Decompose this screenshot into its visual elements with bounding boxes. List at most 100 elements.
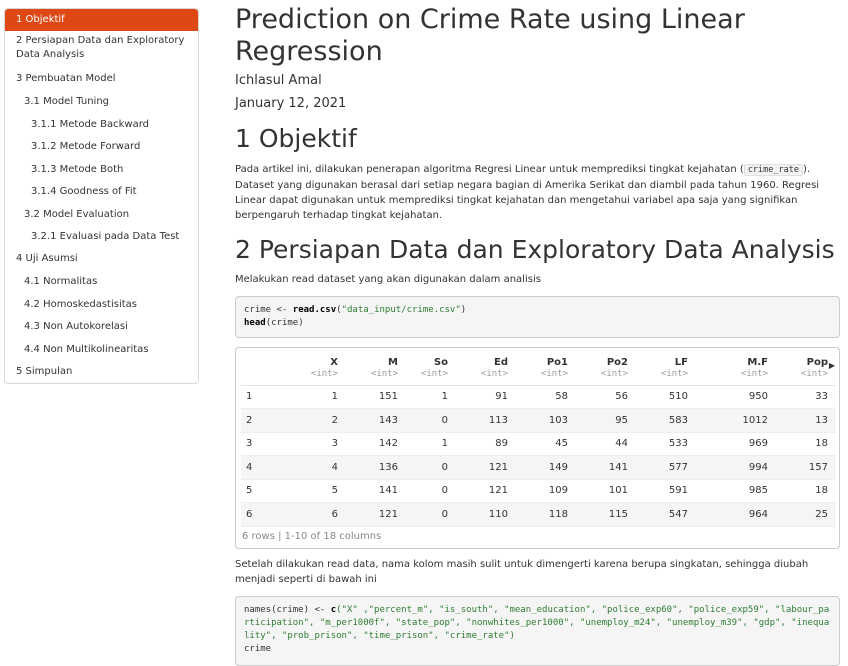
column-header: Po2 <int> xyxy=(576,351,636,386)
table-cell: 1 xyxy=(406,385,456,409)
toc-item[interactable]: 5 Simpulan xyxy=(16,366,73,377)
table-cell: 950 xyxy=(696,385,776,409)
table-cell: 25 xyxy=(776,502,836,527)
table-cell: 3 xyxy=(241,432,301,456)
author-name: Ichlasul Amal xyxy=(235,73,322,88)
table-cell: 5 xyxy=(241,479,301,503)
table-cell: 18 xyxy=(776,432,836,456)
toc-item[interactable]: 4.4 Non Multikolinearitas xyxy=(24,344,149,355)
table-cell: 985 xyxy=(696,479,776,503)
table-cell: 4 xyxy=(241,455,301,480)
table-cell: 118 xyxy=(516,502,576,527)
table-cell: 143 xyxy=(346,408,406,433)
table-cell: 1 xyxy=(406,432,456,456)
table-row: 4 4 136 0 121 149 141 577 994 157 xyxy=(241,455,836,480)
persiapan-intro-text: Melakukan read dataset yang akan digunak… xyxy=(235,274,541,285)
table-cell: 157 xyxy=(776,455,836,480)
column-header: LF <int> xyxy=(636,351,696,386)
table-cell: 89 xyxy=(456,432,516,456)
table-cell: 1 xyxy=(241,385,301,409)
objektif-paragraph: Pada artikel ini, dilakukan penerapan al… xyxy=(235,164,820,221)
toc-item[interactable]: 4 Uji Asumsi xyxy=(16,253,78,264)
table-row: 1 1 151 1 91 58 56 510 950 33 xyxy=(241,385,836,409)
table-cell: 591 xyxy=(636,479,696,503)
table-cell: 136 xyxy=(346,455,406,480)
next-columns-arrow-icon[interactable]: ▶ xyxy=(828,361,835,370)
table-row: 5 5 141 0 121 109 101 591 985 18 xyxy=(241,479,836,503)
table-cell: 103 xyxy=(516,408,576,433)
table-cell: 2 xyxy=(241,408,301,433)
table-cell: 4 xyxy=(301,455,346,480)
table-cell: 56 xyxy=(576,385,636,409)
table-cell: 0 xyxy=(406,408,456,433)
toc-item[interactable]: 2 Persiapan Data dan Exploratory Data An… xyxy=(16,35,185,60)
table-cell: 18 xyxy=(776,479,836,503)
table-cell: 577 xyxy=(636,455,696,480)
table-cell: 0 xyxy=(406,455,456,480)
toc-item[interactable]: 4.3 Non Autokorelasi xyxy=(24,321,128,332)
toc-item[interactable]: 3.2.1 Evaluasi pada Data Test xyxy=(31,231,180,242)
code-block-read-csv: crime <- read.csv("data_input/crime.csv"… xyxy=(235,296,840,338)
toc-item[interactable]: 3.1.4 Goodness of Fit xyxy=(31,186,137,197)
column-header: X <int> xyxy=(301,351,346,386)
table-cell: 58 xyxy=(516,385,576,409)
table-row: 2 2 143 0 113 103 95 583 1012 13 xyxy=(241,408,836,433)
toc-item[interactable]: 3.2 Model Evaluation xyxy=(24,209,130,220)
section-heading-persiapan-data: 2 Persiapan Data dan Exploratory Data An… xyxy=(235,235,835,264)
table-cell: 110 xyxy=(456,502,516,527)
table-cell: 109 xyxy=(516,479,576,503)
table-cell: 510 xyxy=(636,385,696,409)
column-header: So <int> xyxy=(406,351,456,386)
toc-item[interactable]: 1 Objektif xyxy=(5,9,198,31)
table-row: 6 6 121 0 110 118 115 547 964 25 xyxy=(241,502,836,527)
table-cell: 121 xyxy=(456,455,516,480)
data-frame-output: X <int> M <int> So <int> Ed <int> Po1 <int> Po2 <in… xyxy=(235,347,840,549)
toc-item[interactable]: 3 Pembuatan Model xyxy=(16,73,116,84)
toc-item[interactable]: 4.2 Homoskedastisitas xyxy=(24,299,138,310)
column-header xyxy=(241,351,301,386)
table-cell: 13 xyxy=(776,408,836,433)
table-cell: 149 xyxy=(516,455,576,480)
table-cell: 101 xyxy=(576,479,636,503)
toc-item[interactable]: 4.1 Normalitas xyxy=(24,276,98,287)
column-header: M <int> xyxy=(346,351,406,386)
page-title: Prediction on Crime Rate using Linear Re… xyxy=(235,4,745,67)
table-cell: 95 xyxy=(576,408,636,433)
table-row: 3 3 142 1 89 45 44 533 969 18 xyxy=(241,432,836,456)
table-cell: 547 xyxy=(636,502,696,527)
table-cell: 583 xyxy=(636,408,696,433)
toc-item[interactable]: 3.1.1 Metode Backward xyxy=(31,119,149,130)
toc-item[interactable]: 3.1.3 Metode Both xyxy=(31,164,124,175)
table-cell: 141 xyxy=(576,455,636,480)
table-pagination-info: 6 rows | 1-10 of 18 columns xyxy=(242,531,382,542)
publish-date: January 12, 2021 xyxy=(235,96,347,111)
inline-code-crime-rate: crime_rate xyxy=(743,164,803,176)
table-cell: 115 xyxy=(576,502,636,527)
table-cell: 141 xyxy=(346,479,406,503)
table-cell: 3 xyxy=(301,432,346,456)
table-cell: 113 xyxy=(456,408,516,433)
section-heading-objektif: 1 Objektif xyxy=(235,124,357,153)
rename-columns-text: Setelah dilakukan read data, nama kolom … xyxy=(235,559,809,585)
table-cell: 151 xyxy=(346,385,406,409)
table-cell: 6 xyxy=(301,502,346,527)
table-cell: 969 xyxy=(696,432,776,456)
table-cell: 964 xyxy=(696,502,776,527)
table-cell: 5 xyxy=(301,479,346,503)
table-cell: 121 xyxy=(346,502,406,527)
table-cell: 1 xyxy=(301,385,346,409)
column-header: Pop <int> xyxy=(776,351,836,386)
toc-item[interactable]: 3.1.2 Metode Forward xyxy=(31,141,141,152)
table-cell: 6 xyxy=(241,502,301,527)
table-cell: 44 xyxy=(576,432,636,456)
crime-data-table: X <int> M <int> So <int> Ed <int> Po1 <int> Po2 <in… xyxy=(241,351,836,527)
table-cell: 121 xyxy=(456,479,516,503)
column-header: Ed <int> xyxy=(456,351,516,386)
table-cell: 0 xyxy=(406,479,456,503)
table-cell: 1012 xyxy=(696,408,776,433)
column-header: M.F <int> xyxy=(696,351,776,386)
table-cell: 33 xyxy=(776,385,836,409)
table-of-contents: 1 Objektif 2 Persiapan Data dan Explorato… xyxy=(4,8,199,384)
column-header: Po1 <int> xyxy=(516,351,576,386)
toc-item[interactable]: 3.1 Model Tuning xyxy=(24,96,110,107)
